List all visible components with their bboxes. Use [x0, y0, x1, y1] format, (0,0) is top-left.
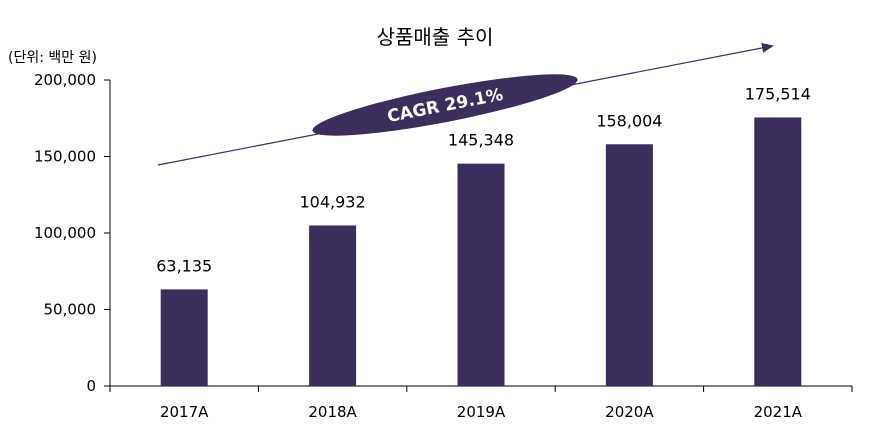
y-axis	[104, 79, 111, 387]
data-label-2018A: 104,932	[300, 192, 366, 211]
cagr-badge: CAGR 29.1%	[312, 74, 578, 136]
data-label-2021A: 175,514	[745, 84, 811, 103]
bar-2021A	[754, 117, 802, 387]
y-tick-label: 50,000	[44, 301, 97, 319]
cagr-badge-shape	[312, 74, 578, 136]
y-tick-labels: 0 50,000 100,000 150,000 200,000	[34, 71, 96, 395]
x-tick-label-2021A: 2021A	[754, 403, 803, 421]
x-tick-label-2020A: 2020A	[605, 403, 654, 421]
x-tick-labels: 2017A 2018A 2019A 2020A 2021A	[160, 403, 803, 421]
bar-2020A	[605, 144, 653, 386]
bar-2019A	[457, 163, 505, 386]
y-tick-label: 200,000	[34, 71, 96, 89]
x-tick-label-2018A: 2018A	[308, 403, 357, 421]
x-tick-label-2019A: 2019A	[457, 403, 506, 421]
y-tick-label: 150,000	[34, 148, 96, 166]
chart-title: 상품매출 추이	[377, 25, 494, 49]
data-label-2020A: 158,004	[596, 111, 662, 130]
x-tick-label-2017A: 2017A	[160, 403, 209, 421]
bars	[160, 117, 802, 387]
data-label-2019A: 145,348	[448, 131, 514, 150]
growth-arrow: CAGR 29.1%	[157, 42, 774, 166]
data-labels: 63,135 104,932 145,348 158,004 175,514	[156, 84, 811, 275]
x-axis	[109, 385, 853, 392]
y-tick-label: 100,000	[34, 224, 96, 242]
bar-2017A	[160, 289, 208, 386]
unit-label: (단위: 백만 원)	[8, 50, 97, 66]
bar-2018A	[309, 225, 357, 386]
y-tick-label: 0	[86, 377, 96, 395]
data-label-2017A: 63,135	[156, 256, 212, 275]
